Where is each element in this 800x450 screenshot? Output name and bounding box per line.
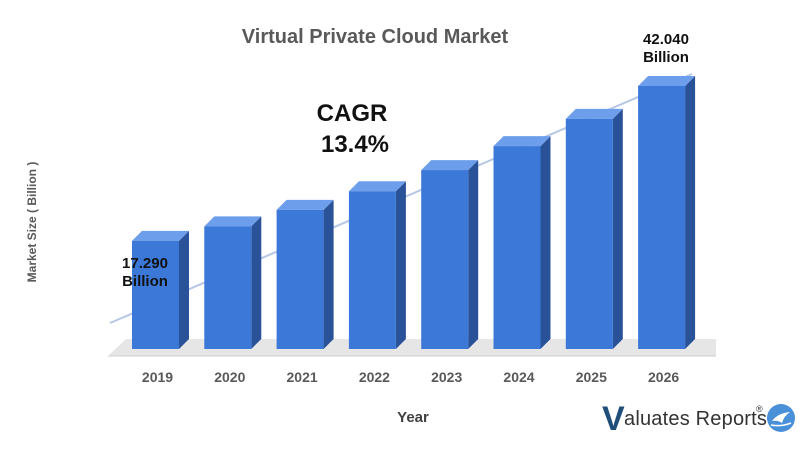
bar-2022	[348, 181, 406, 349]
bar-front	[204, 226, 252, 349]
x-tick-2022: 2022	[359, 369, 390, 385]
bar-2026	[638, 76, 696, 349]
bar-side	[179, 230, 189, 349]
bar-front	[132, 240, 179, 349]
bar-2023	[421, 160, 479, 349]
bar-top	[493, 136, 551, 147]
bar-front	[421, 170, 469, 349]
bar-2019	[132, 230, 189, 349]
bar-front	[348, 191, 396, 349]
bar-top	[565, 108, 623, 119]
bar-2020	[204, 216, 262, 349]
chart-title: Virtual Private Cloud Market	[242, 26, 509, 48]
start-unit-label: Billion	[122, 273, 168, 290]
x-tick-2019: 2019	[142, 369, 173, 385]
x-tick-2026: 2026	[648, 369, 679, 385]
bar-2024	[493, 136, 551, 349]
x-tick-2020: 2020	[214, 369, 245, 385]
bar-front	[276, 209, 324, 349]
y-axis-label: Market Size ( Billion )	[25, 162, 39, 283]
cagr-value: 13.4%	[321, 131, 389, 158]
logo-registered-mark: ®	[756, 404, 763, 414]
bar-side	[251, 216, 262, 349]
bird-icon	[767, 404, 795, 432]
start-value-label: 17.290	[122, 255, 168, 272]
bar-side	[685, 76, 696, 349]
end-value-label: 42.040	[643, 31, 689, 48]
bar-top	[132, 230, 189, 241]
bar-top	[204, 216, 262, 227]
bar-top	[276, 199, 334, 210]
bar-side	[612, 108, 623, 349]
x-tick-2021: 2021	[287, 369, 318, 385]
bar-side	[468, 160, 479, 349]
x-tick-labels: 2019 2020 2021 2022 2023 2024 2025 2026	[142, 369, 679, 385]
bar-front	[565, 118, 613, 349]
bar-2021	[276, 199, 334, 349]
bar-2025	[565, 108, 623, 349]
chart-floor	[108, 339, 716, 356]
bar-top	[421, 160, 479, 171]
bar-side	[395, 181, 406, 349]
logo-letter: V	[602, 400, 625, 438]
x-axis-label: Year	[397, 409, 429, 426]
bar-side	[323, 199, 334, 349]
x-tick-2025: 2025	[576, 369, 607, 385]
valuates-reports-logo: V aluates Reports ®	[602, 399, 798, 439]
bar-top	[348, 181, 406, 192]
end-unit-label: Billion	[643, 49, 689, 66]
bar-front	[493, 146, 541, 349]
bar-side	[540, 136, 551, 349]
x-tick-2023: 2023	[431, 369, 462, 385]
cagr-label: CAGR	[317, 100, 388, 127]
bar-top	[638, 76, 696, 86]
bar-front	[638, 86, 686, 349]
bars-group	[132, 76, 696, 349]
x-tick-2024: 2024	[503, 369, 534, 385]
logo-text: aluates Reports	[624, 408, 768, 430]
